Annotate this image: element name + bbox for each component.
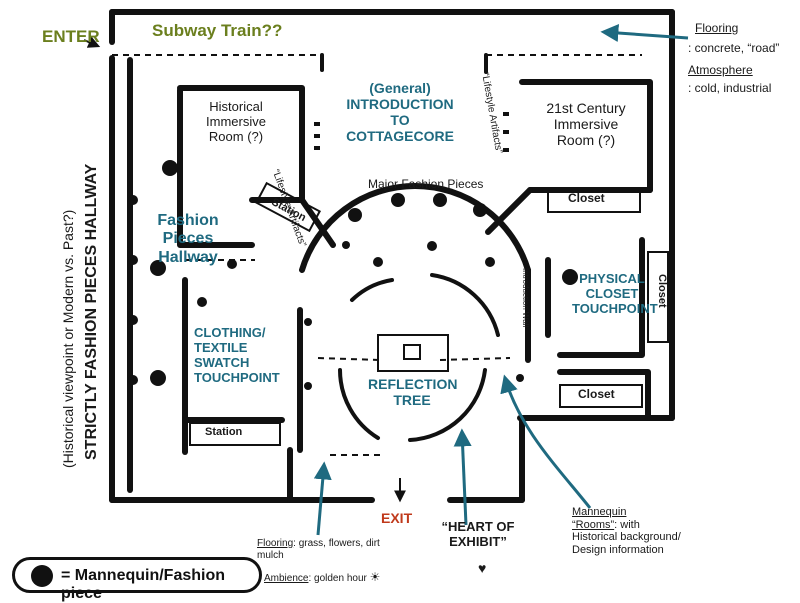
closet-right-box xyxy=(647,251,669,343)
reflection-tree-label: REFLECTION TREE xyxy=(368,376,458,409)
mannequin-dot xyxy=(150,370,166,386)
strictly-fashion-label: STRICTLY FASHION PIECES HALLWAY xyxy=(83,163,100,460)
inner-arc-lr xyxy=(408,368,487,442)
general-intro-label: (General) INTRODUCTION TO COTTAGECORE xyxy=(346,80,454,145)
floor-bottom-arrow xyxy=(313,461,332,536)
dashed-ring-right xyxy=(439,357,511,361)
reflection-tree-core xyxy=(403,344,421,360)
mannequin-dot xyxy=(304,382,312,390)
mannequin-dot xyxy=(227,259,237,269)
ambience-value: : golden hour xyxy=(308,573,367,584)
legend-text: = Mannequin/Fashion piece xyxy=(61,567,226,602)
mannequin-dot xyxy=(342,241,350,249)
historical-room-label: Historical Immersive Room (?) xyxy=(206,99,266,144)
artifact-mark xyxy=(503,148,509,152)
inner-arc-ul xyxy=(350,278,394,302)
mannequin-rooms-quote: “Rooms” xyxy=(572,518,615,531)
mannequin-dot xyxy=(433,193,447,207)
artifact-mark xyxy=(314,122,320,126)
ring-top-arc xyxy=(299,182,531,273)
atmosphere-value: : cold, industrial xyxy=(688,81,772,95)
major-fashion-label: Major Fashion Pieces xyxy=(368,177,484,191)
artifact-mark xyxy=(314,134,320,138)
atmosphere-title: Atmosphere xyxy=(688,63,753,77)
flooring-bottom-label: Flooring: grass, flowers, dirt mulch xyxy=(257,538,387,561)
enter-label: ENTER xyxy=(42,27,100,46)
closet-top-box xyxy=(547,189,641,213)
introduction-wall-label: Introduction Wall xyxy=(521,268,530,328)
station-bottom-box xyxy=(189,422,281,446)
heart-icon: ♥ xyxy=(478,560,487,576)
dashed-ring-left xyxy=(317,357,381,361)
mannequin-dot xyxy=(150,260,166,276)
legend: = Mannequin/Fashion piece xyxy=(12,557,262,602)
reflection-tree-box xyxy=(377,334,449,372)
mannequin-dot xyxy=(473,203,487,217)
artifact-mark xyxy=(503,130,509,134)
closet-bottom-label: Closet xyxy=(578,387,615,401)
mannequin-dot xyxy=(304,318,312,326)
flooring-bottom-title: Flooring xyxy=(257,538,294,549)
clothing-swatch-label: CLOTHING/ TEXTILE SWATCH TOUCHPOINT xyxy=(194,325,280,385)
heart-of-exhibit-label: “HEART OF EXHIBIT” xyxy=(441,519,515,549)
closet-right-wall xyxy=(557,237,645,358)
flooring-bottom-value: : grass, flowers, dirt mulch xyxy=(257,538,380,561)
mannequin-dot xyxy=(373,257,383,267)
mannequin-dot xyxy=(562,269,578,285)
flooring-top-title: Flooring xyxy=(695,21,739,35)
century-room-wall xyxy=(519,79,653,193)
closet-top-label: Closet xyxy=(568,191,605,205)
mannequin-dot xyxy=(391,193,405,207)
mannequin-dot xyxy=(162,160,178,176)
mannequin-dot xyxy=(128,315,138,325)
enter-arrow xyxy=(83,36,101,48)
mannequin-rooms-title: Mannequin xyxy=(572,506,627,518)
century-diagonal xyxy=(485,187,533,235)
mannequin-dot xyxy=(128,255,138,265)
station-bottom-label: Station xyxy=(205,426,243,438)
inner-arc-ur xyxy=(430,273,500,337)
artifact-mark xyxy=(314,146,320,150)
historical-viewpoint-label: (Historical viewpoint or Modern vs. Past… xyxy=(60,209,76,468)
mannequin-dot xyxy=(516,374,524,382)
mannequin-dot xyxy=(427,241,437,251)
mannequin-rooms-arrow xyxy=(500,374,592,509)
atmosphere-label: Atmosphere xyxy=(688,63,753,78)
inner-wall-upper xyxy=(177,87,255,248)
mannequin-dot xyxy=(197,297,207,307)
closet-right-label: Closet xyxy=(656,274,668,308)
mannequin-rooms-label: Mannequin “Rooms”: with Historical backg… xyxy=(572,506,682,557)
historical-room-wall xyxy=(177,85,305,203)
fashion-hallway-label: Fashion Pieces Hallway xyxy=(157,212,219,266)
mannequin-dot xyxy=(348,208,362,222)
sun-icon: ☀ xyxy=(369,570,381,584)
mannequin-legend-icon xyxy=(31,565,53,587)
mannequin-dot xyxy=(485,257,495,267)
station-top-box xyxy=(254,181,322,233)
mannequin-dot xyxy=(128,375,138,385)
ambience-label: Ambience: golden hour ☀ xyxy=(264,570,381,585)
ambience-title: Ambience xyxy=(264,573,309,584)
exit-label: EXIT xyxy=(381,510,413,526)
physical-closet-label: PHYSICAL CLOSET TOUCHPOINT xyxy=(572,271,658,316)
flooring-top-label: Flooring xyxy=(695,21,739,36)
subway-label: Subway Train?? xyxy=(152,21,283,40)
mannequin-rooms-rest: : with Historical background/ Design inf… xyxy=(572,518,681,556)
closet-bottom-wall xyxy=(557,369,651,421)
closet-bottom-box xyxy=(559,384,643,408)
flooring-top-value: : concrete, “road” xyxy=(688,41,780,55)
mannequin-dot xyxy=(128,195,138,205)
artifact-mark xyxy=(503,112,509,116)
flooring-arrow xyxy=(600,24,689,43)
inner-arc-ll xyxy=(338,368,380,440)
century-room-label: 21st Century Immersive Room (?) xyxy=(546,100,626,149)
heart-arrow xyxy=(453,428,472,526)
